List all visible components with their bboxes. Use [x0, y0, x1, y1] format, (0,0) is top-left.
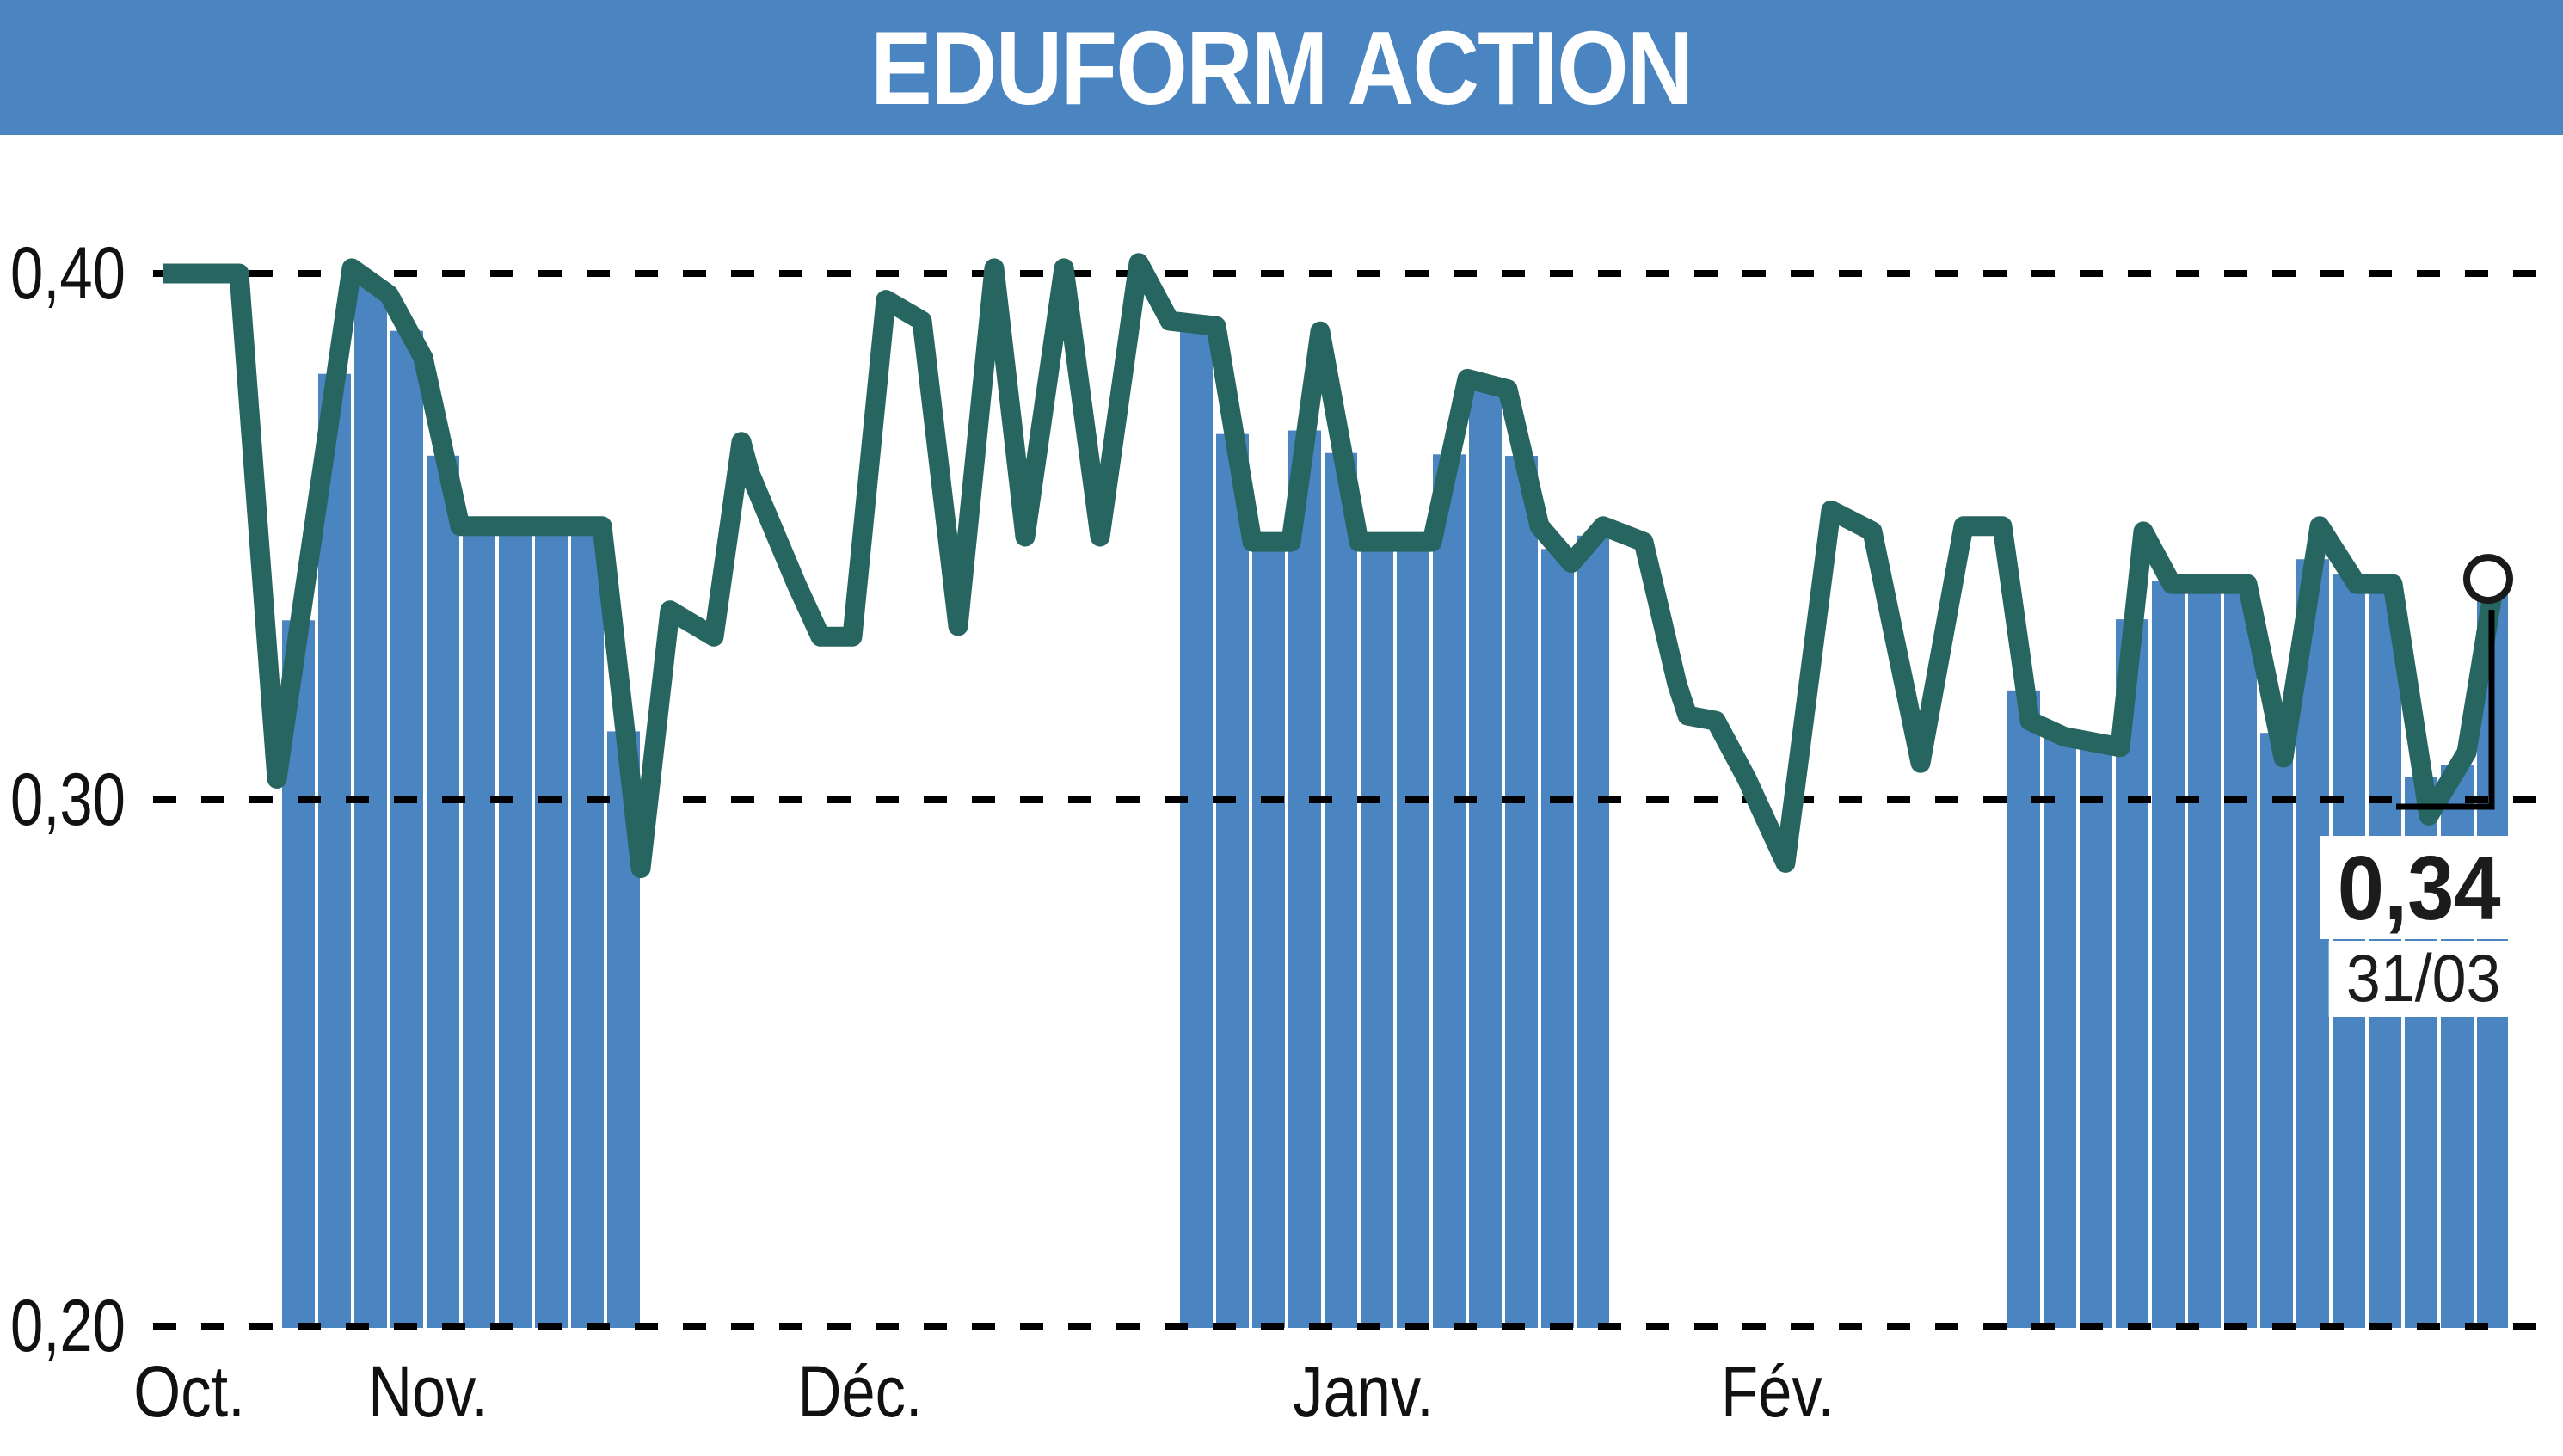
bar: [1252, 542, 1285, 1328]
x-axis-label: Janv.: [1293, 1351, 1434, 1432]
bar: [499, 525, 532, 1328]
chart-title: EDUFORM ACTION: [870, 9, 1693, 126]
bar: [318, 373, 351, 1329]
bar: [1397, 542, 1429, 1328]
bar: [1577, 535, 1609, 1328]
line-series: [163, 253, 2505, 879]
gridlines: [153, 270, 2556, 1330]
y-axis-label: 0,30: [10, 759, 126, 841]
bar: [2260, 733, 2293, 1328]
last-point-annotation: [2396, 554, 2513, 810]
bar: [1505, 456, 1538, 1328]
bar: [2152, 581, 2185, 1328]
bar: [2080, 742, 2112, 1328]
bar: [1469, 384, 1502, 1329]
bar: [1180, 323, 1213, 1328]
bar: [2007, 690, 2040, 1328]
x-axis-label: Déc.: [797, 1351, 923, 1432]
last-price-label: 0,34: [2320, 836, 2513, 939]
bar: [1361, 542, 1393, 1328]
x-axis-label: Nov.: [368, 1351, 489, 1432]
y-axis-label: 0,40: [10, 232, 126, 315]
bar: [1325, 452, 1357, 1328]
price-line: [163, 253, 2505, 879]
bar: [1541, 549, 1574, 1328]
bar: [1433, 454, 1466, 1328]
bar: [1288, 430, 1321, 1328]
title-bar: EDUFORM ACTION: [0, 0, 2563, 135]
bar: [354, 282, 387, 1328]
x-axis-label: Fév.: [1720, 1351, 1835, 1432]
bar: [535, 525, 568, 1328]
last-point-marker: [2463, 554, 2513, 605]
bar: [1216, 433, 1249, 1328]
bar: [2044, 735, 2076, 1328]
bar: [571, 525, 604, 1328]
x-axis-label: Oct.: [133, 1351, 245, 1432]
bar: [2224, 584, 2257, 1328]
callout-bracket: [2396, 610, 2495, 810]
bar: [390, 330, 423, 1328]
area-bars: [282, 282, 2508, 1329]
bar: [427, 455, 459, 1328]
last-date-label: 31/03: [2328, 941, 2513, 1017]
bar: [463, 525, 495, 1328]
bar: [2188, 584, 2221, 1328]
y-axis-label: 0,20: [10, 1285, 126, 1367]
